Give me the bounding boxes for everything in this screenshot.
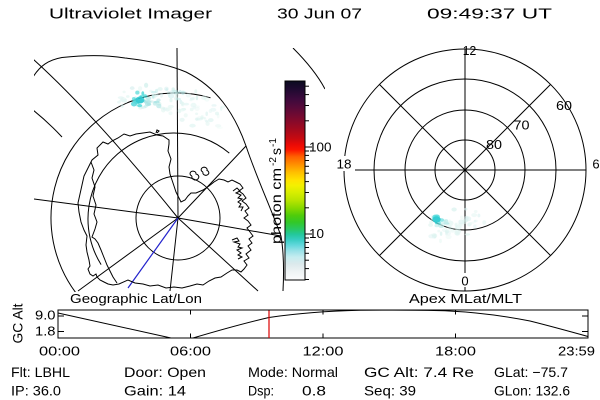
svg-text:-1: -1	[268, 138, 279, 147]
svg-text:100: 100	[309, 140, 332, 155]
svg-text:Gain: 14: Gain: 14	[124, 383, 186, 399]
svg-text:09:49:37 UT: 09:49:37 UT	[427, 6, 552, 23]
svg-text:GC Alt: 7.4 Re: GC Alt: 7.4 Re	[364, 364, 474, 380]
svg-text:12: 12	[463, 43, 477, 58]
svg-text:0.8: 0.8	[302, 383, 326, 399]
svg-text:photon cm: photon cm	[268, 168, 284, 244]
svg-text:GLon: 132.6: GLon: 132.6	[494, 383, 570, 399]
svg-text:Apex MLat/MLT: Apex MLat/MLT	[409, 291, 522, 306]
svg-text:00:00: 00:00	[39, 344, 80, 359]
svg-text:10: 10	[309, 226, 324, 241]
svg-text:06:00: 06:00	[170, 344, 211, 359]
svg-text:18:00: 18:00	[435, 344, 476, 359]
svg-text:0: 0	[461, 274, 468, 289]
svg-text:18: 18	[337, 157, 352, 172]
svg-text:Mode: Normal: Mode: Normal	[248, 364, 338, 380]
svg-text:Dsp:: Dsp:	[248, 383, 274, 399]
svg-text:6: 6	[592, 157, 599, 172]
svg-text:70: 70	[514, 118, 530, 133]
svg-text:30 Jun 07: 30 Jun 07	[277, 6, 362, 23]
svg-text:Door: Open: Door: Open	[124, 364, 206, 380]
svg-text:80: 80	[486, 137, 502, 152]
svg-text:9.0: 9.0	[35, 308, 56, 323]
svg-text:Flt: LBHL: Flt: LBHL	[11, 364, 70, 380]
svg-text:Ultraviolet Imager: Ultraviolet Imager	[49, 6, 212, 23]
svg-text:s: s	[268, 148, 284, 155]
svg-text:1.8: 1.8	[35, 324, 56, 339]
svg-text:23:59: 23:59	[558, 344, 595, 359]
svg-text:60: 60	[556, 98, 572, 113]
svg-text:IP: 36.0: IP: 36.0	[11, 383, 61, 399]
svg-text:Seq: 39: Seq: 39	[364, 383, 416, 399]
svg-text:-2: -2	[268, 157, 279, 166]
svg-text:GC Alt: GC Alt	[10, 303, 26, 343]
svg-text:Geographic Lat/Lon: Geographic Lat/Lon	[70, 291, 202, 306]
svg-text:12:00: 12:00	[303, 344, 344, 359]
svg-text:GLat: −75.7: GLat: −75.7	[494, 364, 568, 380]
